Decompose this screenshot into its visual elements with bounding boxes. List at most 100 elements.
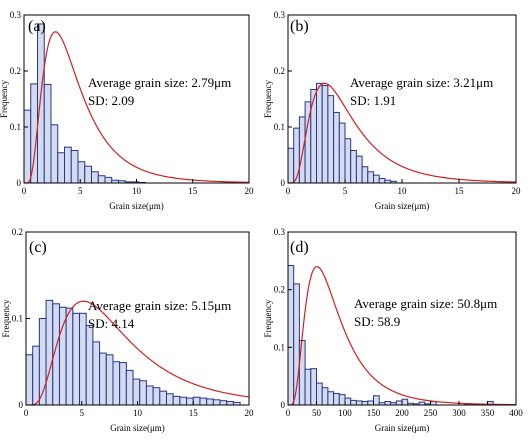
panel-a-x-axis-label: Grain size(μm)	[109, 201, 164, 211]
panel-c-bar	[192, 396, 201, 406]
panel-c-bar	[159, 390, 167, 406]
panel-d-y-tick-label: 0.2	[274, 285, 285, 295]
panel-c-bar	[92, 341, 101, 406]
panel-c-bar	[125, 369, 134, 406]
panel-c-x-tick-label: 0	[24, 408, 29, 418]
panel-d-bar	[327, 391, 335, 406]
panel-d-x-tick-label: 0	[286, 408, 291, 418]
panel-a-x-tick-label: 20	[245, 186, 255, 196]
panel-b-bar	[350, 150, 357, 184]
panel-c-bar	[112, 361, 121, 406]
panel-d-x-tick-label: 100	[338, 408, 352, 418]
panel-b-y-axis-label: Frequency	[263, 80, 273, 118]
panel-a-x-tick-label: 15	[188, 186, 198, 196]
panel-a-bar	[84, 165, 92, 184]
panel-c-bar	[206, 398, 214, 406]
panel-b-bar	[310, 88, 317, 184]
panel-d-x-tick-label: 250	[424, 408, 438, 418]
panel-b-x-tick-label: 10	[398, 186, 408, 196]
panel-b-avg-grain-size: Average grain size: 3.21μm	[350, 75, 493, 90]
panel-a-bar	[23, 109, 32, 184]
panel-b-y-tick-label: 0.1	[274, 122, 285, 132]
panel-c-avg-grain-size: Average grain size: 5.15μm	[88, 298, 231, 313]
panel-b-fit-curve	[288, 82, 517, 184]
panel-d-bar	[321, 387, 329, 406]
panel-c-bar	[139, 380, 147, 406]
panel-a-bar	[104, 176, 113, 184]
panel-c-x-tick-label: 20	[245, 408, 255, 418]
panel-d-sd: SD: 58.9	[354, 314, 400, 329]
panel-c-bar	[212, 399, 221, 406]
panel-b-bar	[321, 85, 329, 184]
panel-a-bar	[70, 150, 79, 184]
panel-a-y-tick-label: 0.1	[10, 122, 21, 132]
panel-d-bar	[361, 401, 369, 406]
panel-d-x-axis-label: Grain size(μm)	[375, 423, 430, 433]
panel-d-bar	[287, 264, 295, 406]
panel-d-bar	[395, 400, 403, 406]
panel-d-bar	[373, 395, 380, 406]
panel-c-sd: SD: 4.14	[88, 316, 135, 331]
panel-d-label: (d)	[290, 239, 309, 256]
panel-b-bar	[298, 116, 306, 184]
panel-b-bar	[373, 174, 380, 184]
panel-a-x-tick-label: 10	[132, 186, 142, 196]
panel-d-y-axis-label: Frequency	[263, 299, 273, 337]
panel-b-bar	[367, 171, 374, 184]
panel-b-bar	[355, 155, 363, 184]
panel-d-bar	[304, 368, 312, 406]
panel-c-fit-curve	[26, 300, 250, 406]
panel-c-bar	[199, 397, 208, 406]
panel-a-x-tick-label: 0	[22, 186, 27, 196]
panel-d-bar	[384, 401, 392, 406]
panel-d-x-tick-label: 200	[395, 408, 409, 418]
panel-b-x-axis-label: Grain size(μm)	[375, 201, 430, 211]
panel-c-bar	[72, 312, 81, 406]
panel-d-frame	[287, 231, 517, 406]
panel-b-x-tick-label: 15	[455, 186, 465, 196]
panel-c-bar	[152, 387, 161, 406]
panel-c-x-tick-label: 15	[189, 408, 199, 418]
panel-a-x-tick-label: 5	[78, 186, 83, 196]
panel-c-x-tick-label: 5	[80, 408, 85, 418]
panel-b-bar	[378, 178, 386, 184]
panel-b-y-tick-label: 0	[281, 178, 286, 188]
panel-c-label: (c)	[29, 239, 47, 256]
panel-d-bar	[316, 382, 323, 406]
panel-c-x-axis-label: Grain size(μm)	[110, 423, 165, 433]
panel-c-y-axis-label: Frequency	[1, 299, 11, 337]
panel-c-bar	[105, 354, 114, 406]
panel-d-fit-curve	[288, 265, 517, 406]
panel-d-bar	[367, 400, 374, 406]
panel-c-bar	[226, 401, 234, 406]
panel-b-bar	[327, 95, 335, 184]
panel-d-bar	[310, 368, 317, 406]
panel-a-bar	[77, 161, 86, 184]
panel-c-bar	[132, 378, 141, 406]
panel-a-y-tick-label: 0	[17, 178, 22, 188]
panel-c-bar	[99, 352, 107, 406]
panel-d-avg-grain-size: Average grain size: 50.8μm	[354, 296, 497, 311]
panel-c-y-tick-label: 0	[19, 400, 24, 410]
panel-a-bar	[43, 83, 52, 184]
panel-b-bar	[287, 147, 295, 184]
panel-d-bar	[333, 392, 340, 406]
panel-d-x-tick-label: 400	[509, 408, 523, 418]
panel-a-bar	[37, 23, 45, 184]
panel-b-sd: SD: 1.91	[350, 93, 396, 108]
panel-a-bar	[50, 124, 59, 184]
panel-b-x-tick-label: 0	[286, 186, 291, 196]
panel-b-x-tick-label: 5	[343, 186, 348, 196]
panel-d-x-tick-label: 50	[312, 408, 322, 418]
panel-c-bar	[172, 395, 181, 406]
panel-b-y-tick-label: 0.3	[274, 10, 286, 20]
panel-d-y-tick-label: 0	[281, 400, 286, 410]
panel-c-bar	[25, 354, 34, 406]
panel-c-x-tick-label: 10	[133, 408, 143, 418]
panel-a-avg-grain-size: Average grain size: 2.79μm	[88, 75, 231, 90]
panel-b-y-tick-label: 0.2	[274, 66, 285, 76]
panel-d-x-tick-label: 300	[452, 408, 466, 418]
panel-d-bar	[401, 398, 409, 406]
panel-b-bar	[344, 138, 352, 184]
